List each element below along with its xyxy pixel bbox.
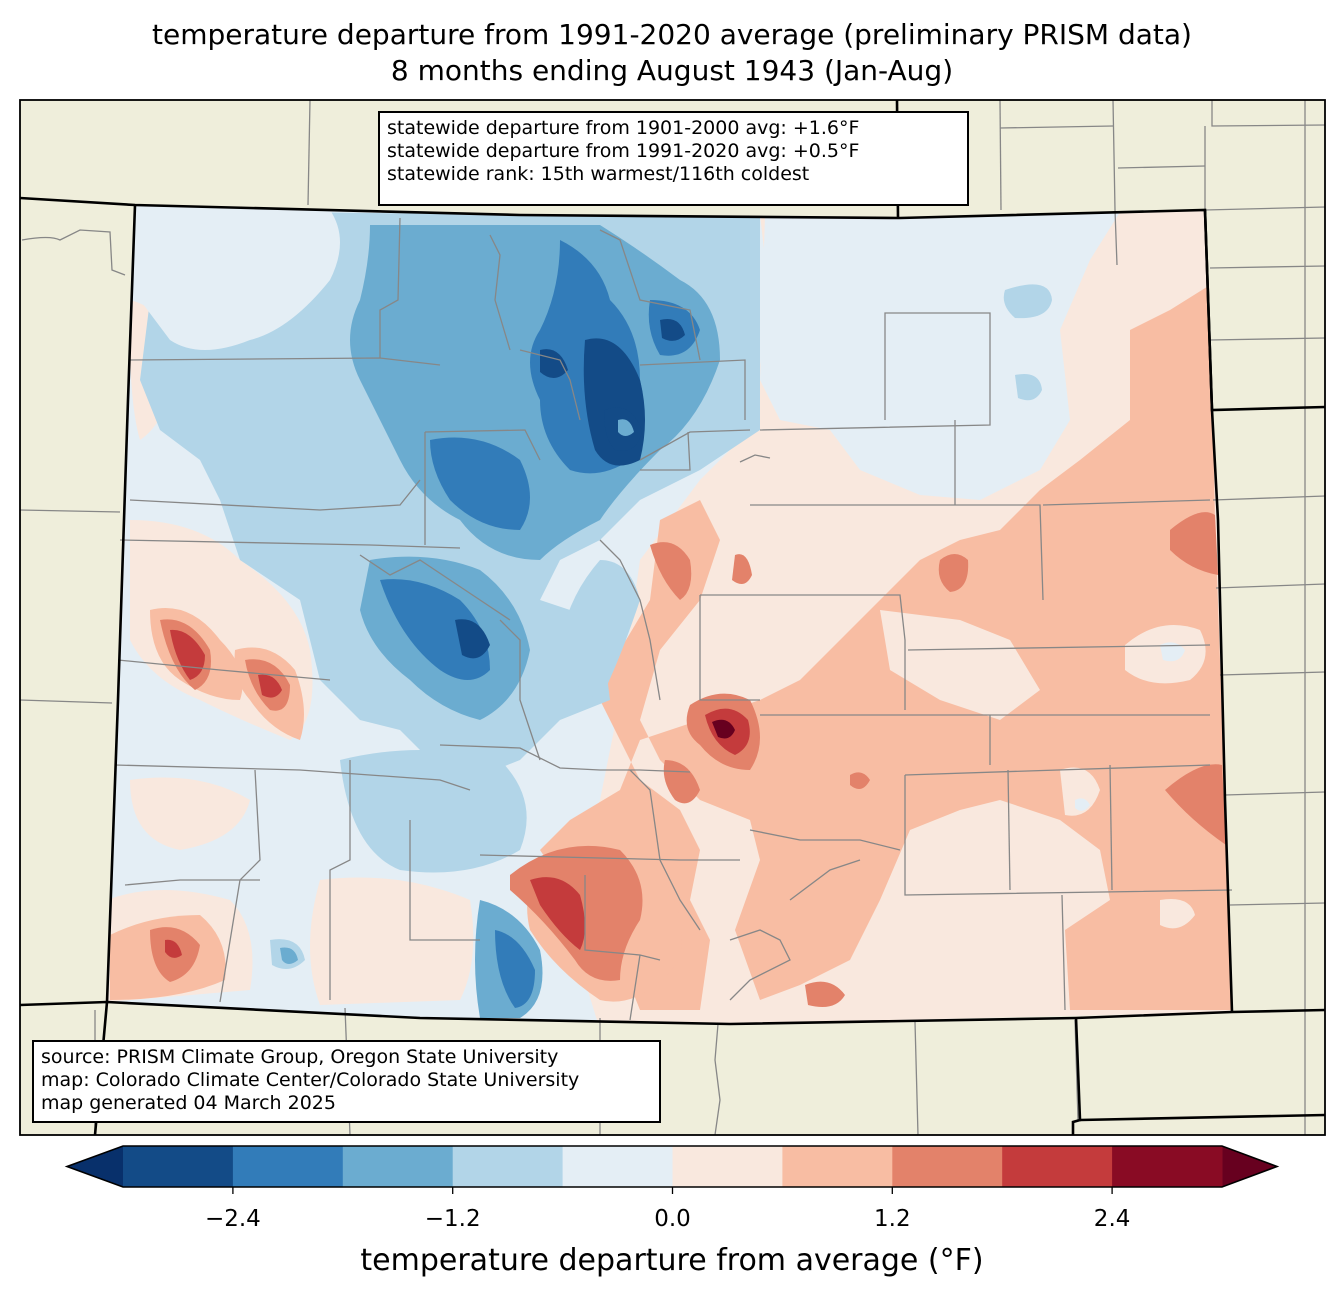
band-neg0.6-0.0 [1003, 284, 1052, 319]
map-title: temperature departure from 1991-2020 ave… [152, 18, 1192, 51]
colorbar-segment [123, 1146, 234, 1187]
band-2.4-3.0 [530, 877, 585, 950]
band-0.0-0.6 [140, 210, 340, 350]
map-frame [19, 99, 1326, 1136]
band-2.4-3.0 [165, 939, 182, 958]
band-1.8-2.4 [650, 542, 692, 600]
colorbar-extend-over [1222, 1146, 1277, 1187]
band-0.6-1.2 [130, 777, 250, 850]
map-subtitle: 8 months ending August 1943 (Jan-Aug) [390, 54, 954, 87]
colorbar-tick-label: 2.4 [1093, 1206, 1131, 1232]
band-0.6-1.2 [150, 545, 180, 584]
colorbar-segment [342, 1146, 454, 1187]
band-1.8-2.4 [732, 554, 752, 584]
band-1.8-2.4 [1165, 764, 1226, 845]
band-neg0.6-0.0 [1015, 374, 1042, 401]
band-1.8-2.4 [1170, 512, 1218, 575]
colorbar-tick-label: 0.0 [654, 1206, 691, 1232]
band-over-3.0 [712, 719, 735, 739]
colorbar-tick-label: 1.2 [874, 1206, 911, 1232]
credits-generated: map generated 04 March 2025 [41, 1092, 336, 1114]
band-0.0-0.6 [1160, 642, 1185, 662]
band-neg1.8-neg1.2 [430, 437, 530, 530]
band-neg1.8-neg1.2 [495, 930, 535, 1008]
colorbar-tick-label: −1.2 [424, 1206, 481, 1232]
band-neg1.2-neg0.6 [280, 947, 298, 964]
colorbar-segment [1112, 1146, 1223, 1187]
temperature-field [107, 205, 1232, 1024]
band-neg2.4-neg1.8 [660, 319, 685, 341]
colorbar-tick-label: −2.4 [204, 1206, 261, 1232]
stats-line-rank: statewide rank: 15th warmest/116th colde… [387, 163, 810, 185]
stats-line-1901-2000: statewide departure from 1901-2000 avg: … [387, 117, 860, 139]
credits-map: map: Colorado Climate Center/Colorado St… [41, 1069, 580, 1091]
band-1.8-2.4 [938, 554, 969, 592]
band-1.8-2.4 [805, 981, 845, 1008]
colorbar-segment [672, 1146, 783, 1187]
band-0.6-1.2 [1160, 899, 1195, 929]
credits-box: source: PRISM Climate Group, Oregon Stat… [32, 1040, 661, 1123]
stats-line-1991-2020: statewide departure from 1991-2020 avg: … [387, 140, 860, 162]
band-neg2.4-neg1.8 [455, 619, 490, 659]
colorbar [64, 1145, 1280, 1194]
band-0.0-0.6 [1075, 798, 1090, 811]
band-0.6-1.2 [310, 877, 474, 1005]
band-neg1.2-neg0.6 [618, 419, 634, 436]
colorbar-segment [1002, 1146, 1113, 1187]
colorbar-segment [782, 1146, 893, 1187]
credits-source: source: PRISM Climate Group, Oregon Stat… [41, 1046, 559, 1068]
band-1.8-2.4 [850, 772, 870, 789]
colorbar-segment [562, 1146, 673, 1187]
band-neg0.6-0.0 [340, 750, 527, 873]
colorbar-extend-under [67, 1146, 123, 1187]
colorbar-segment [452, 1146, 564, 1187]
band-0.6-1.2 [880, 610, 1040, 720]
statewide-stats-box: statewide departure from 1901-2000 avg: … [378, 111, 969, 206]
band-2.4-3.0 [258, 674, 282, 698]
band-0.6-1.2 [1060, 767, 1100, 816]
band-1.2-1.8 [540, 285, 1232, 1010]
band-neg0.6-0.0 [560, 560, 640, 700]
colorbar-outline [64, 1145, 1280, 1188]
colorbar-segment [892, 1146, 1003, 1187]
colorbar-label: temperature departure from average (°F) [360, 1243, 984, 1278]
colorbar-segment [232, 1146, 344, 1187]
